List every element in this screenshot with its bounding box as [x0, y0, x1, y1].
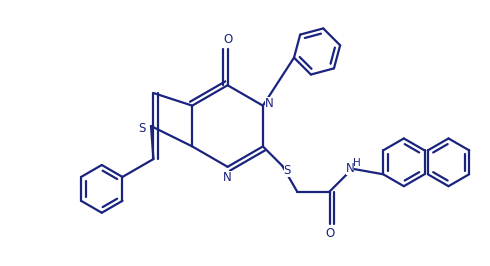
- Text: N: N: [345, 162, 354, 175]
- Text: N: N: [265, 97, 273, 110]
- Text: O: O: [325, 227, 334, 240]
- Text: N: N: [223, 171, 232, 184]
- Text: O: O: [223, 33, 232, 46]
- Text: S: S: [138, 122, 146, 135]
- Text: S: S: [284, 164, 291, 177]
- Text: H: H: [353, 158, 361, 168]
